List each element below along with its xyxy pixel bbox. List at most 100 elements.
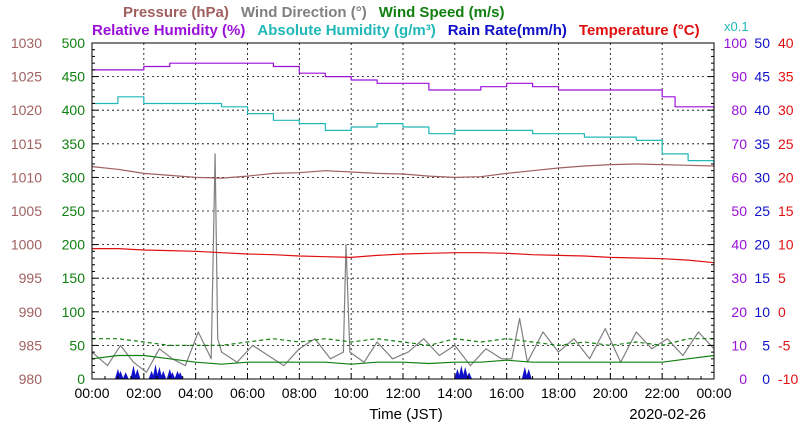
humidity-tick-label: 50 [731, 203, 747, 219]
humidity-tick-label: 30 [731, 270, 747, 286]
humidity-tick-label: 10 [731, 337, 747, 353]
chart-series [91, 62, 715, 379]
x-tick-label: 22:00 [645, 385, 680, 401]
humidity-tick-label: 0 [739, 371, 747, 387]
rain-rate-bar [152, 364, 159, 379]
rain-rate-bar [525, 368, 532, 379]
series-line-wind-direction [91, 153, 715, 373]
wind-tick-label: 0 [77, 371, 85, 387]
rain-rate-bar [134, 368, 141, 379]
temperature-tick-label: 30 [778, 102, 794, 118]
pressure-tick-label: 1015 [11, 136, 42, 152]
x-tick-label: 20:00 [593, 385, 628, 401]
x-tick-label: 06:00 [230, 385, 265, 401]
x-tick-label: 00:00 [696, 385, 731, 401]
x-tick-label: 10:00 [334, 385, 369, 401]
rain-tick-label: 35 [754, 136, 770, 152]
chart-grid [92, 43, 714, 379]
humidity-tick-label: 40 [731, 237, 747, 253]
temperature-tick-label: 20 [778, 169, 794, 185]
temperature-tick-label: 5 [778, 270, 786, 286]
pressure-tick-label: 1000 [11, 237, 42, 253]
pressure-tick-label: 1010 [11, 169, 42, 185]
wind-tick-label: 250 [62, 203, 86, 219]
chart-axes: 1030102510201015101010051000995990985980… [11, 35, 799, 401]
wind-tick-label: 500 [62, 35, 86, 51]
legend-entry: Wind Direction (°) [241, 4, 367, 21]
rain-rate-bar [122, 372, 129, 379]
series-line-pressure-hpa [91, 163, 715, 179]
rain-tick-label: 0 [762, 371, 770, 387]
pressure-tick-label: 1025 [11, 69, 42, 85]
series-line-relative-humidity [92, 62, 715, 109]
pressure-tick-label: 995 [19, 270, 43, 286]
rain-tick-label: 15 [754, 270, 770, 286]
rain-tick-label: 5 [762, 337, 770, 353]
humidity-tick-label: 60 [731, 169, 747, 185]
multiplier-label: x0.1 [724, 19, 749, 34]
wind-tick-label: 350 [62, 136, 86, 152]
rain-rate-bar [156, 366, 163, 379]
rain-tick-label: 10 [754, 304, 770, 320]
rain-tick-label: 40 [754, 102, 770, 118]
series-line-wind-speed-m-s [91, 354, 715, 365]
rain-tick-label: 20 [754, 237, 770, 253]
humidity-tick-label: 20 [731, 304, 747, 320]
pressure-tick-label: 1005 [11, 203, 42, 219]
pressure-tick-label: 990 [19, 304, 43, 320]
series-line-absolute-humidity-g-m [92, 96, 715, 166]
pressure-tick-label: 980 [19, 371, 43, 387]
rain-tick-label: 50 [754, 35, 770, 51]
chart-legend: Pressure (hPa) Wind Direction (°) Wind Spe… [92, 4, 749, 39]
x-tick-label: 16:00 [489, 385, 524, 401]
temperature-tick-label: -10 [778, 371, 798, 387]
x-tick-label: 14:00 [437, 385, 472, 401]
temperature-tick-label: 15 [778, 203, 794, 219]
rain-tick-label: 30 [754, 169, 770, 185]
x-tick-label: 04:00 [178, 385, 213, 401]
temperature-tick-label: 0 [778, 304, 786, 320]
humidity-tick-label: 100 [724, 35, 748, 51]
rain-rate-bar [117, 370, 124, 379]
legend-entry: Wind Speed (m/s) [379, 4, 505, 21]
pressure-tick-label: 1020 [11, 102, 42, 118]
legend-entry: Rain Rate(mm/h) [448, 22, 567, 39]
temperature-tick-label: 10 [778, 237, 794, 253]
rain-rate-bar [521, 366, 528, 379]
rain-rate-bar [169, 372, 176, 379]
x-tick-label: 08:00 [282, 385, 317, 401]
rain-tick-label: 25 [754, 203, 770, 219]
rain-rate-bar [160, 370, 167, 379]
legend-entry: Pressure (hPa) [123, 4, 229, 21]
pressure-tick-label: 1030 [11, 35, 42, 51]
rain-rate-bar [130, 365, 137, 379]
wind-tick-label: 150 [62, 270, 86, 286]
humidity-tick-label: 70 [731, 136, 747, 152]
series-line-temperature-c [92, 248, 715, 264]
legend-entry: Temperature (°C) [579, 22, 700, 39]
temperature-tick-label: 35 [778, 69, 794, 85]
rain-tick-label: 45 [754, 69, 770, 85]
legend-entry: Absolute Humidity (g/m³) [257, 22, 435, 39]
legend-entry: Relative Humidity (%) [92, 22, 245, 39]
wind-tick-label: 450 [62, 69, 86, 85]
wind-tick-label: 300 [62, 169, 86, 185]
wind-tick-label: 50 [69, 337, 85, 353]
temperature-tick-label: -5 [778, 337, 791, 353]
wind-tick-label: 200 [62, 237, 86, 253]
chart-date: 2020-02-26 [629, 406, 706, 423]
wind-tick-label: 100 [62, 304, 86, 320]
temperature-tick-label: 40 [778, 35, 794, 51]
pressure-tick-label: 985 [19, 337, 43, 353]
temperature-tick-label: 25 [778, 136, 794, 152]
x-tick-label: 18:00 [541, 385, 576, 401]
x-tick-label: 02:00 [126, 385, 161, 401]
rain-rate-bar [177, 372, 184, 379]
wind-tick-label: 400 [62, 102, 86, 118]
humidity-tick-label: 90 [731, 69, 747, 85]
x-tick-label: 12:00 [385, 385, 420, 401]
x-axis-label: Time (JST) [369, 406, 443, 423]
rain-rate-bar [458, 365, 465, 379]
humidity-tick-label: 80 [731, 102, 747, 118]
